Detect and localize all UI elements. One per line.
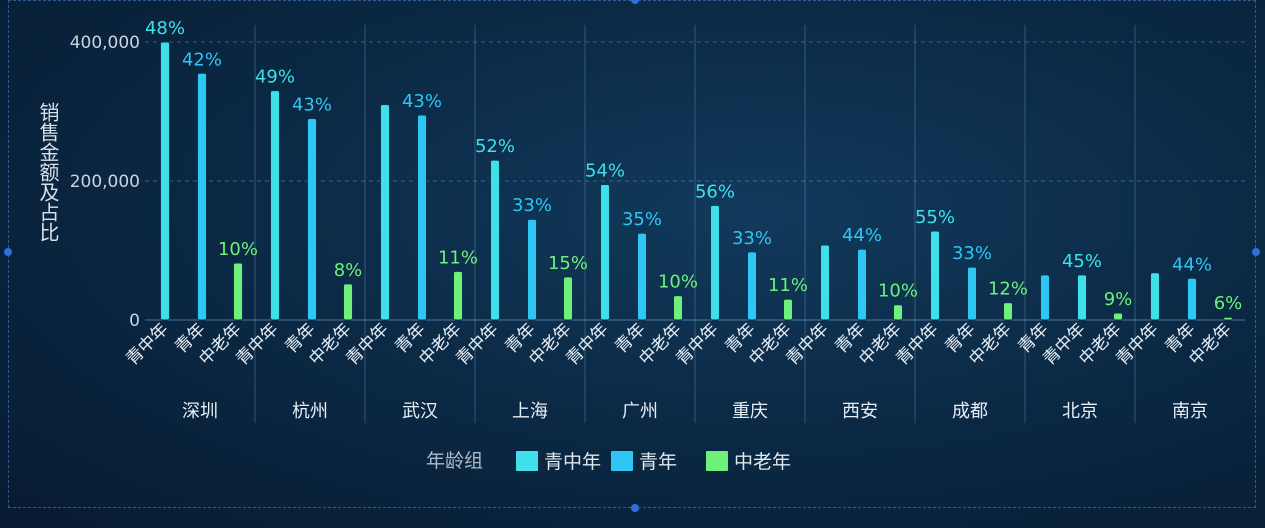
bar [1113,312,1123,321]
bar-value-label: 48% [145,18,185,39]
city-label: 重庆 [732,401,768,422]
bar-value-label: 33% [512,195,552,216]
bar-value-label: 15% [548,253,588,274]
x-tick-label: 青中年 [342,319,392,369]
city-label: 武汉 [402,401,438,422]
bar [233,262,243,321]
bar-value-label: 52% [475,136,515,157]
city-label: 上海 [512,401,548,422]
resize-handle-right[interactable] [1252,248,1260,256]
x-tick-label: 青中年 [1112,319,1162,369]
bar [637,232,647,321]
bar [1040,274,1050,321]
x-tick-label: 青中年 [782,319,832,369]
bar [270,90,280,321]
labels-layer: 0200,000400,00048%青中年42%青年10%中老年深圳49%青中年… [70,18,1243,422]
x-tick-label: 青中年 [452,319,502,369]
legend-item-label: 青年 [639,451,677,473]
bar [417,114,427,321]
bar-value-label: 6% [1214,293,1243,314]
bar-value-label: 55% [915,207,955,228]
bar [1077,274,1087,321]
bar [527,218,537,321]
bar [747,251,757,321]
city-label: 北京 [1062,401,1098,422]
bar [307,117,317,321]
grid-layer [145,25,1245,423]
bar-value-label: 54% [585,160,625,181]
legend-swatch [611,451,633,471]
city-label: 成都 [952,401,988,422]
x-tick-label: 青中年 [672,319,722,369]
bar-value-label: 33% [732,228,772,249]
bar-value-label: 35% [622,209,662,230]
bar-value-label: 44% [1172,254,1212,275]
bar [1187,277,1197,321]
y-tick-label: 200,000 [70,172,140,192]
x-tick-label: 青中年 [892,319,942,369]
bar [673,295,683,321]
y-tick-label: 0 [129,311,140,331]
bar-value-label: 42% [182,49,222,70]
bar-value-label: 44% [842,225,882,246]
bar-value-label: 12% [988,279,1028,300]
bar [1223,316,1233,321]
resize-handle-top[interactable] [631,0,639,4]
x-tick-label: 青中年 [232,319,282,369]
bar [783,298,793,321]
bar [893,304,903,321]
bar [343,283,353,321]
bar-value-label: 11% [768,275,808,296]
bar [857,248,867,321]
legend-title: 年龄组 [426,450,483,472]
bar [820,244,830,321]
bar-value-label: 33% [952,243,992,264]
legend-item-label: 青中年 [544,451,601,473]
bar-value-label: 43% [402,91,442,112]
legend-item-label: 中老年 [734,451,791,473]
bars-layer [160,41,1233,321]
bar-value-label: 10% [658,272,698,293]
bar-value-label: 9% [1104,289,1133,310]
resize-handle-bottom[interactable] [631,504,639,512]
legend-swatch [516,451,538,471]
bar-value-label: 49% [255,67,295,88]
bar [197,72,207,321]
bar [967,266,977,321]
bar-value-label: 11% [438,247,478,268]
bar-value-label: 10% [218,239,258,260]
bar [710,204,720,321]
bar [1150,272,1160,321]
y-axis-label: 销售金额及占比 [36,102,60,242]
bar [600,183,610,321]
city-label: 南京 [1172,401,1208,422]
bar-value-label: 45% [1062,251,1102,272]
bar-value-label: 8% [334,260,363,281]
bar [380,104,390,321]
bar [453,270,463,321]
bar [160,41,170,321]
bar-value-label: 56% [695,181,735,202]
legend[interactable]: 年龄组 青中年 青年 中老年 [426,450,791,473]
bar [563,276,573,321]
legend-swatch [706,451,728,471]
bar [490,159,500,321]
bar-value-label: 10% [878,281,918,302]
x-tick-label: 青中年 [562,319,612,369]
bar [930,230,940,321]
city-label: 西安 [842,401,878,422]
y-tick-label: 400,000 [70,33,140,53]
city-label: 深圳 [182,401,218,422]
bar [1003,302,1013,321]
bar-value-label: 43% [292,94,332,115]
city-label: 广州 [622,401,658,422]
resize-handle-left[interactable] [4,248,12,256]
city-label: 杭州 [292,401,328,422]
